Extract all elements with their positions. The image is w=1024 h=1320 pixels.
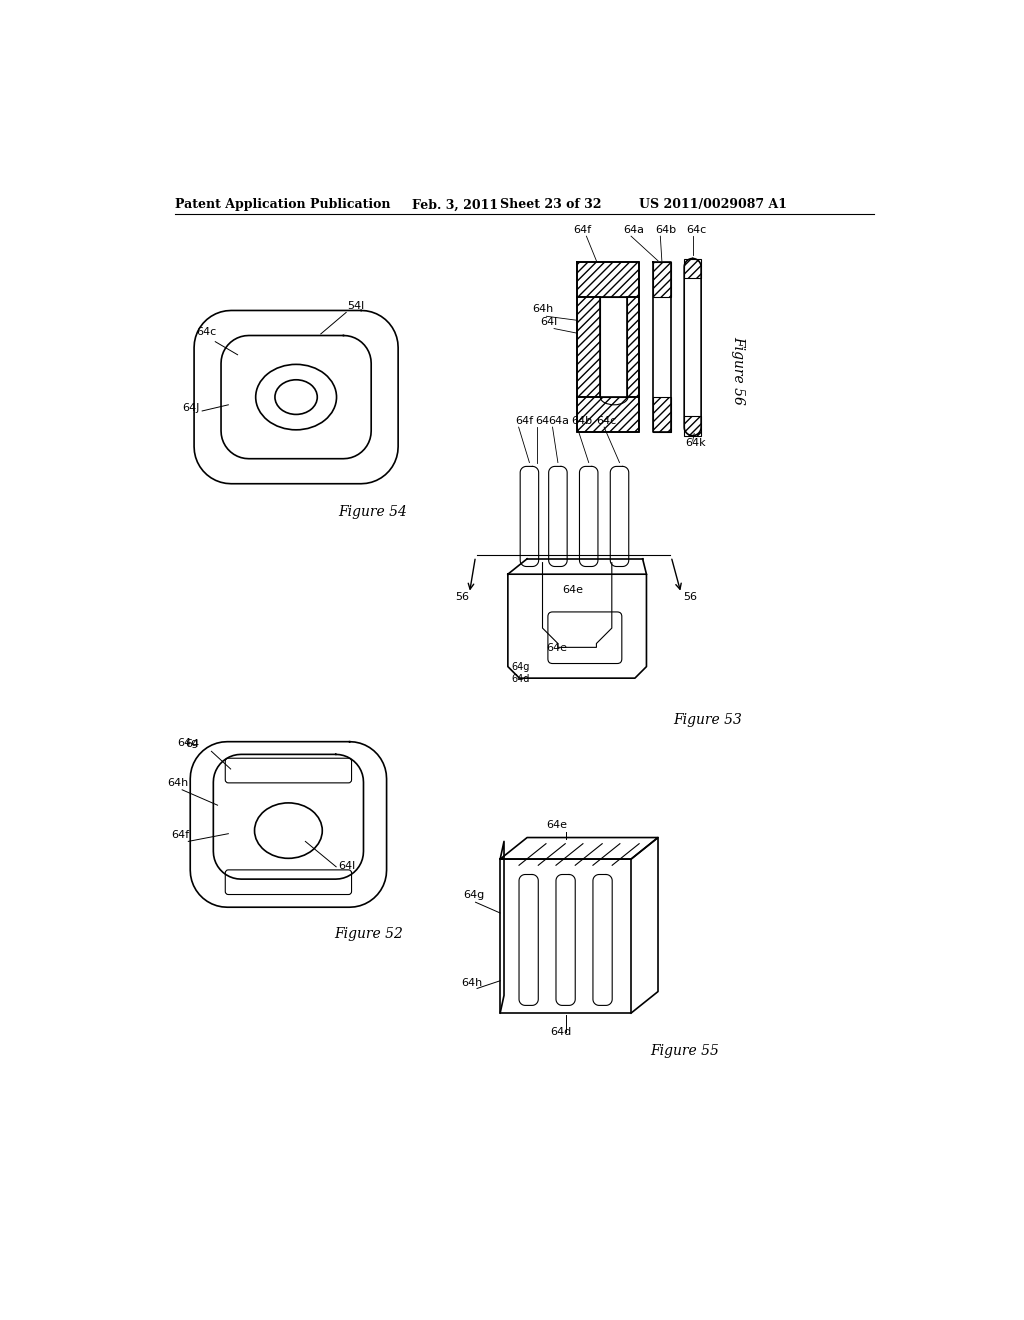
Text: 64e: 64e bbox=[547, 820, 567, 830]
Text: 64c: 64c bbox=[196, 327, 216, 337]
Bar bbox=[652, 397, 671, 432]
Text: Figure 56: Figure 56 bbox=[731, 335, 745, 405]
Text: 64: 64 bbox=[185, 739, 200, 750]
Text: 64: 64 bbox=[535, 416, 549, 426]
Bar bbox=[578, 397, 639, 432]
Text: 64c: 64c bbox=[596, 416, 616, 426]
Text: 64b: 64b bbox=[655, 226, 677, 235]
Text: Figure 52: Figure 52 bbox=[335, 928, 403, 941]
Text: 64d: 64d bbox=[550, 1027, 571, 1036]
Text: 64c: 64c bbox=[686, 226, 707, 235]
Bar bbox=[684, 259, 701, 277]
Text: 64g: 64g bbox=[463, 890, 484, 900]
Text: 64d: 64d bbox=[512, 675, 530, 684]
Text: Figure 55: Figure 55 bbox=[650, 1044, 719, 1059]
Text: Patent Application Publication: Patent Application Publication bbox=[175, 198, 391, 211]
Text: Feb. 3, 2011: Feb. 3, 2011 bbox=[412, 198, 498, 211]
Text: Figure 53: Figure 53 bbox=[674, 713, 742, 727]
Text: 64b: 64b bbox=[571, 416, 592, 426]
Bar bbox=[578, 263, 639, 297]
Text: 64J: 64J bbox=[182, 403, 200, 413]
Bar bbox=[628, 297, 639, 397]
Text: 64l: 64l bbox=[541, 318, 557, 327]
Text: 56: 56 bbox=[456, 591, 469, 602]
Text: 64a: 64a bbox=[548, 416, 569, 426]
Text: 64f: 64f bbox=[515, 416, 534, 426]
Text: 64f: 64f bbox=[573, 226, 592, 235]
Bar bbox=[684, 416, 701, 436]
Text: 64e: 64e bbox=[562, 586, 583, 595]
Text: 64l: 64l bbox=[339, 861, 355, 871]
Text: 56: 56 bbox=[683, 591, 697, 602]
Text: US 2011/0029087 A1: US 2011/0029087 A1 bbox=[639, 198, 786, 211]
Text: 64g: 64g bbox=[512, 663, 530, 672]
Text: 64h: 64h bbox=[532, 305, 554, 314]
Text: 64a: 64a bbox=[624, 226, 644, 235]
Text: 64h: 64h bbox=[167, 777, 188, 788]
Text: 64h: 64h bbox=[462, 978, 483, 989]
Text: 64g: 64g bbox=[177, 738, 198, 748]
Text: 54l: 54l bbox=[347, 301, 365, 312]
Text: Sheet 23 of 32: Sheet 23 of 32 bbox=[500, 198, 602, 211]
Bar bbox=[578, 297, 600, 397]
Text: 64k: 64k bbox=[685, 438, 706, 447]
Text: Figure 54: Figure 54 bbox=[339, 506, 408, 520]
Text: 64e: 64e bbox=[547, 643, 567, 653]
Text: 64f: 64f bbox=[171, 830, 189, 841]
Bar bbox=[652, 263, 671, 297]
